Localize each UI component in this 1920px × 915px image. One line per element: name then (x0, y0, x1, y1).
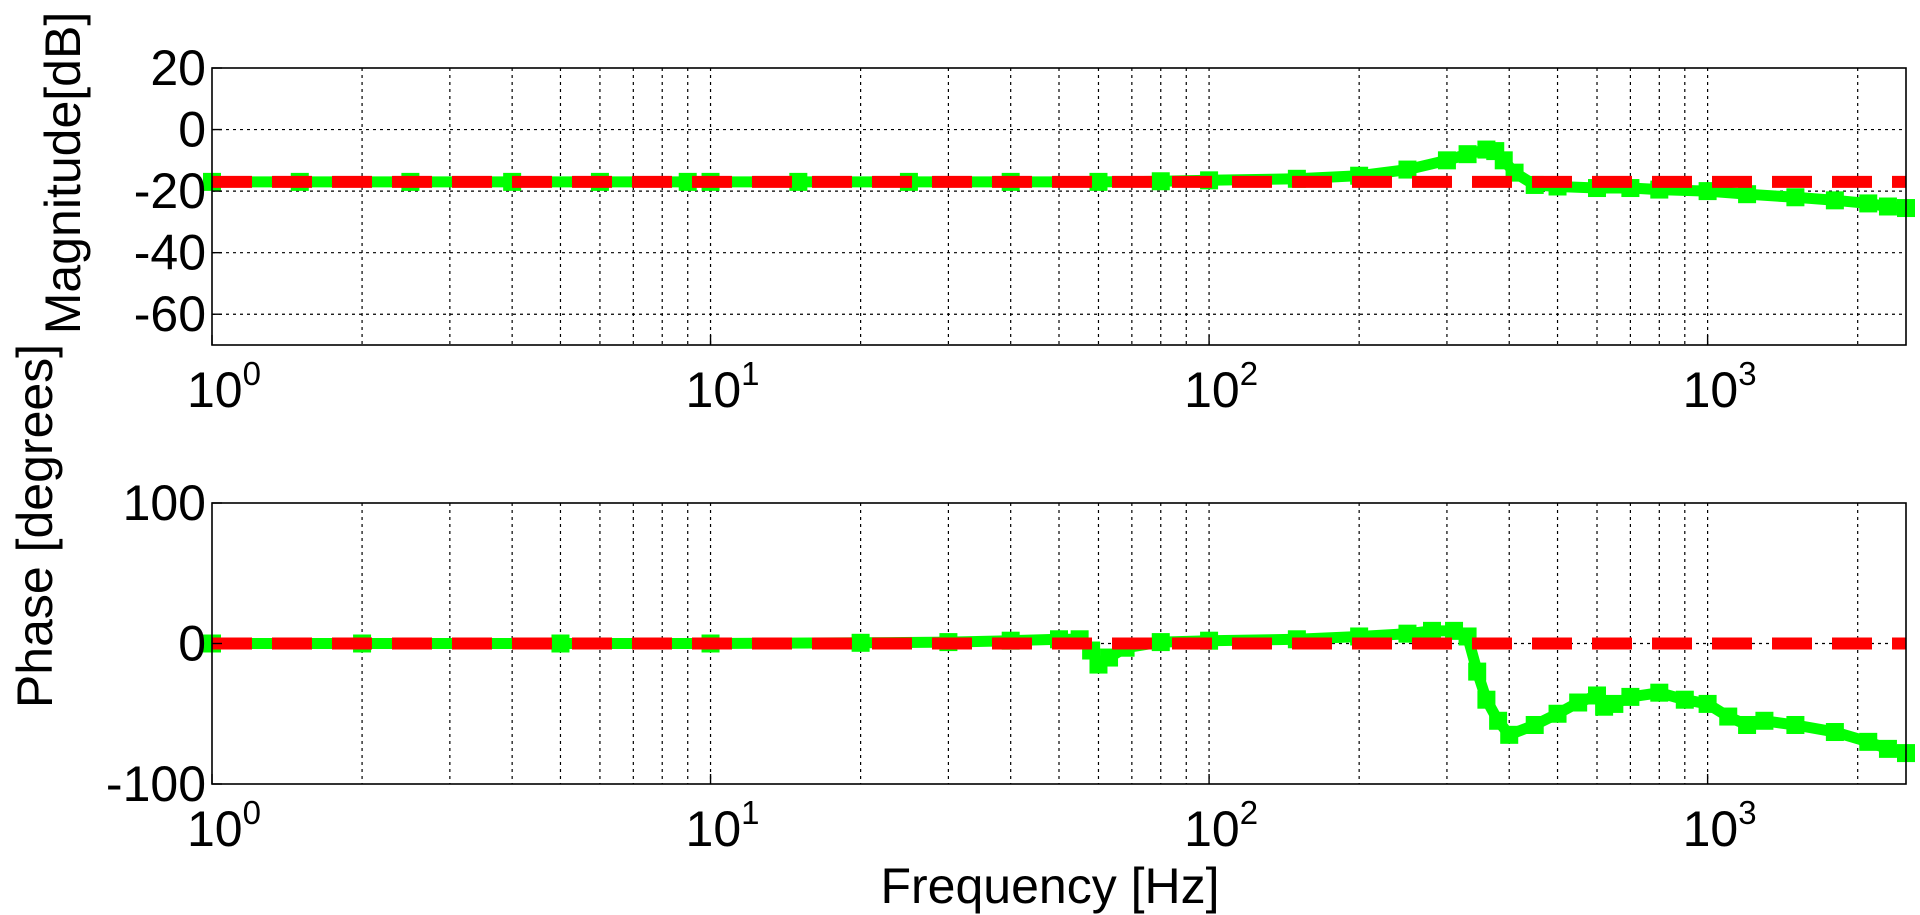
magnitude-grid (212, 68, 1906, 345)
phase-measured-point (1859, 732, 1878, 751)
phase-measured-point (1755, 711, 1774, 730)
phase-y-tick-label: -100 (106, 756, 206, 812)
phase-measured-point (1445, 621, 1464, 640)
phase-x-tick-label: 100 (187, 794, 261, 857)
magnitude-y-tick-label: -20 (134, 163, 206, 219)
magnitude-x-tick-label: 101 (686, 355, 760, 418)
phase-y-axis-label: Phase [degrees] (7, 344, 63, 708)
phase-measured-point (1878, 739, 1897, 758)
phase-measured-point (1569, 693, 1588, 712)
x-axis-label: Frequency [Hz] (880, 858, 1219, 914)
magnitude-x-tick-label: 102 (1184, 355, 1258, 418)
phase-y-ticks: 100 0 -100 (106, 475, 222, 812)
magnitude-measured-point (1825, 191, 1844, 210)
phase-measured-point (1151, 633, 1170, 652)
magnitude-y-tick-label: 0 (178, 102, 206, 158)
magnitude-panel: 20 0-20 -40-60 100 101 102 103 Magnitude[dB] (35, 12, 1915, 418)
magnitude-y-tick-label: -60 (134, 286, 206, 342)
phase-measured-point (1605, 694, 1624, 713)
magnitude-series (203, 140, 1915, 218)
magnitude-measured-point (1151, 172, 1170, 191)
phase-x-tick-label: 101 (686, 794, 760, 857)
magnitude-y-ticks: 20 0-20 -40-60 (134, 40, 222, 342)
phase-measured-point (1698, 694, 1717, 713)
phase-measured-point (1650, 683, 1669, 702)
magnitude-measured-point (1859, 194, 1878, 213)
magnitude-measured-point (789, 172, 808, 191)
phase-measured-point (1548, 704, 1567, 723)
phase-measured-point (1525, 715, 1544, 734)
phase-measured-point (851, 633, 870, 652)
phase-measured-point (1825, 723, 1844, 742)
magnitude-measured-point (1458, 145, 1477, 164)
phase-measured-point (1398, 624, 1417, 643)
phase-y-tick-label: 100 (123, 475, 206, 531)
magnitude-y-tick-label: 20 (150, 40, 206, 96)
magnitude-measured-point (1398, 160, 1417, 179)
magnitude-x-ticks: 100 101 102 103 (187, 335, 1757, 418)
phase-panel: 100 0 -100 100 101 102 103 Phase [degrees] (7, 344, 1915, 857)
phase-measured-point (1738, 715, 1757, 734)
phase-measured-point (1719, 707, 1738, 726)
phase-x-tick-label: 102 (1184, 794, 1258, 857)
magnitude-measured-point (1437, 151, 1456, 170)
phase-measured-point (1422, 621, 1441, 640)
phase-measured-point (551, 634, 570, 653)
magnitude-measured-point (1089, 172, 1108, 191)
magnitude-measured-point (1738, 185, 1757, 204)
magnitude-axes-frame (211, 67, 1907, 346)
phase-measured-point (1675, 690, 1694, 709)
magnitude-y-axis-label: Magnitude[dB] (35, 12, 91, 334)
phase-measured-point (1500, 725, 1519, 744)
phase-measured-point (1100, 648, 1119, 667)
phase-x-ticks: 100 101 102 103 (187, 774, 1757, 857)
phase-x-tick-label: 103 (1683, 794, 1757, 857)
magnitude-measured-point (1786, 188, 1805, 207)
phase-measured-point (1786, 715, 1805, 734)
phase-measured-point (1468, 662, 1487, 681)
magnitude-measured-point (1878, 197, 1897, 216)
phase-measured-point (1489, 711, 1508, 730)
phase-measured-point (1621, 687, 1640, 706)
magnitude-x-tick-label: 100 (187, 355, 261, 418)
phase-y-tick-label: 0 (178, 616, 206, 672)
magnitude-x-tick-label: 103 (1683, 355, 1757, 418)
phase-measured-point (1477, 690, 1496, 709)
magnitude-y-tick-label: -40 (134, 225, 206, 281)
phase-series (203, 621, 1915, 763)
